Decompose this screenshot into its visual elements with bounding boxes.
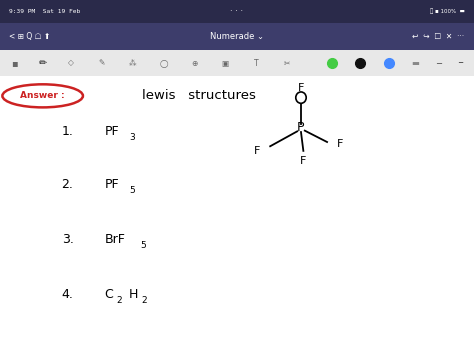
Text: F: F [300, 156, 307, 166]
Text: C: C [104, 288, 113, 301]
Text: ◯: ◯ [159, 59, 168, 67]
Text: 4.: 4. [62, 288, 73, 301]
Text: 3.: 3. [62, 233, 73, 246]
Text: BrF: BrF [104, 233, 125, 246]
Text: PF: PF [104, 178, 119, 191]
Bar [0, 50, 474, 76]
Text: 3: 3 [129, 133, 135, 142]
Text: T: T [254, 59, 258, 67]
Text: ⊕: ⊕ [191, 59, 198, 67]
Text: P: P [297, 121, 305, 134]
Text: lewis   structures: lewis structures [142, 89, 256, 102]
Text: ▬: ▬ [411, 59, 419, 67]
Text: 5: 5 [129, 186, 135, 195]
Text: ✎: ✎ [99, 59, 105, 67]
Text: 2: 2 [141, 296, 147, 305]
Ellipse shape [296, 92, 306, 103]
Text: PF: PF [104, 125, 119, 138]
Text: · · ·: · · · [230, 7, 244, 16]
Text: F: F [254, 146, 260, 156]
Text: ◇: ◇ [68, 59, 74, 67]
Text: ⁂: ⁂ [129, 59, 137, 67]
Text: 1.: 1. [62, 125, 73, 138]
Text: 5: 5 [140, 241, 146, 250]
Text: ✏: ✏ [38, 58, 47, 68]
Text: 2.: 2. [62, 178, 73, 191]
Text: 2: 2 [117, 296, 122, 305]
Bar [0, 23, 474, 50]
Text: Numerade ⌄: Numerade ⌄ [210, 32, 264, 41]
Text: F: F [337, 139, 344, 149]
Text: H: H [129, 288, 138, 301]
Text: ─: ─ [458, 60, 462, 66]
Text: ✂: ✂ [283, 59, 290, 67]
Text: ─: ─ [436, 59, 441, 67]
Text: 🔴 ▪ 100%  ▬: 🔴 ▪ 100% ▬ [429, 9, 465, 14]
Bar [0, 0, 474, 23]
Text: ↩  ↪  ☐  ✕  ···: ↩ ↪ ☐ ✕ ··· [412, 32, 465, 41]
Text: ▪: ▪ [11, 58, 18, 68]
Text: Answer :: Answer : [20, 91, 65, 100]
Text: 9:39 PM  Sat 19 Feb: 9:39 PM Sat 19 Feb [9, 9, 81, 14]
Text: < ⊞ Q ☖ ⬆: < ⊞ Q ☖ ⬆ [9, 32, 51, 41]
Text: ▣: ▣ [221, 59, 229, 67]
Ellipse shape [2, 84, 83, 107]
Text: F: F [298, 83, 304, 93]
